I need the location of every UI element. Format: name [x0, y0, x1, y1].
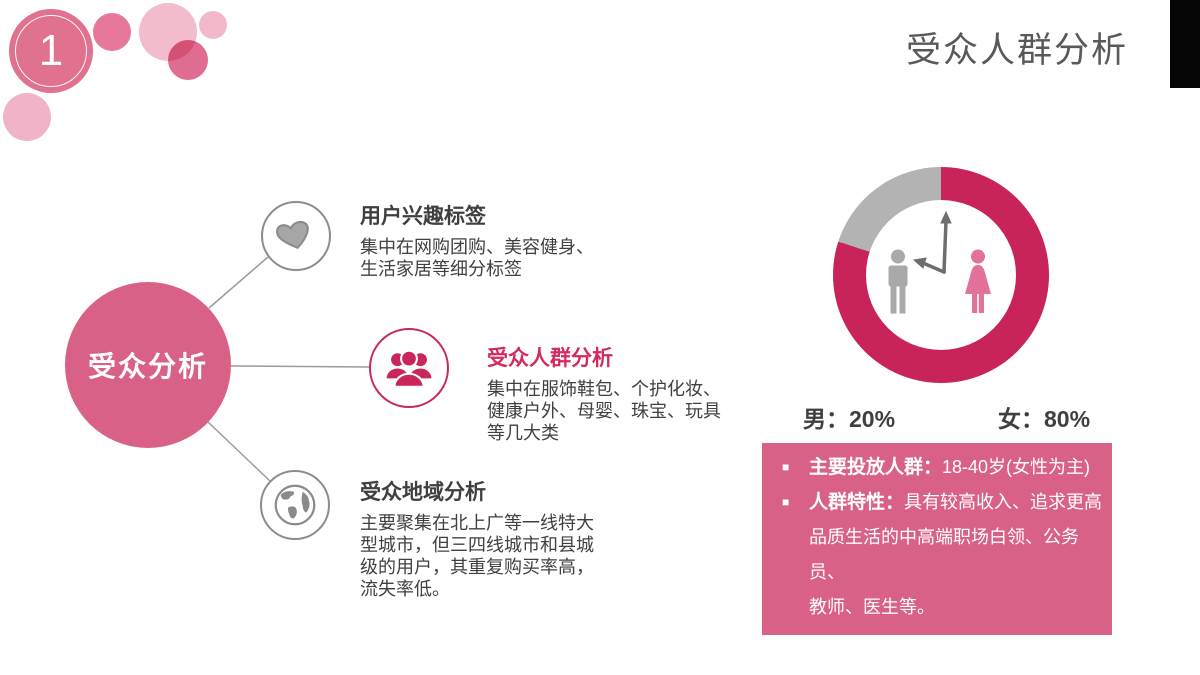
male-ratio-label: 男：20%: [803, 406, 896, 432]
audience-analysis-circle: 受众分析: [65, 282, 231, 448]
heart-icon: [276, 220, 309, 249]
info-label: 人群特性：: [809, 492, 905, 513]
female-ratio-label: 女：80%: [998, 406, 1091, 432]
bullet-square-icon: ■: [782, 460, 790, 474]
decor-bubble: [199, 11, 227, 39]
globe-icon: [274, 484, 316, 526]
region-node-desc: 主要聚集在北上广等一线特大 型城市，但三四线城市和县城 级的用户，其重复购买率高…: [360, 513, 594, 599]
decor-bubble: [93, 13, 131, 51]
list-item: ■ 人群特性：具有较高收入、追求更高 品质生活的中高端职场白领、公务员、 教师、…: [782, 485, 1102, 625]
male-figure-icon: [888, 249, 908, 314]
gender-donut: [833, 167, 1049, 383]
decor-bubble: [3, 93, 51, 141]
info-line: 主要投放人群：18-40岁(女性为主): [809, 450, 1102, 485]
audience-info-box: ■ 主要投放人群：18-40岁(女性为主) ■ 人群特性：具有较高收入、追求更高…: [762, 443, 1112, 635]
interest-node-desc: 集中在网购团购、美容健身、 生活家居等细分标签: [360, 237, 594, 279]
info-label: 主要投放人群：: [809, 457, 943, 478]
demographic-node-desc: 集中在服饰鞋包、个护化妆、 健康户外、母婴、珠宝、玩具 等几大类: [487, 379, 721, 443]
people-icon: [386, 349, 432, 388]
slide-number: 1: [38, 26, 64, 75]
slide-number-badge: 1: [9, 9, 93, 93]
bullet-square-icon: ■: [782, 495, 790, 509]
interest-node-title: 用户兴趣标签: [360, 205, 486, 228]
page-title: 受众人群分析: [905, 31, 1128, 70]
info-line: 人群特性：具有较高收入、追求更高 品质生活的中高端职场白领、公务员、 教师、医生…: [809, 485, 1102, 625]
region-node-circle: [260, 470, 330, 540]
interest-node-text: 用户兴趣标签 集中在网购团购、美容健身、 生活家居等细分标签: [360, 200, 665, 280]
female-figure-icon: [965, 249, 991, 313]
demographic-node-title: 受众人群分析: [487, 347, 613, 370]
audience-analysis-label: 受众分析: [87, 351, 208, 382]
clock-arrows-icon: [912, 210, 952, 274]
info-value: 具有较高收入、追求更高 品质生活的中高端职场白领、公务员、 教师、医生等。: [809, 492, 1103, 617]
demographic-node-circle: [369, 328, 449, 408]
list-item: ■ 主要投放人群：18-40岁(女性为主): [782, 450, 1102, 485]
region-node-text: 受众地域分析 主要聚集在北上广等一线特大 型城市，但三四线城市和县城 级的用户，…: [360, 476, 675, 600]
decor-bubble: [168, 40, 208, 80]
interest-node-circle: [261, 201, 331, 271]
corner-black-bar: [1170, 0, 1200, 88]
info-value: 18-40岁(女性为主): [942, 457, 1091, 477]
region-node-title: 受众地域分析: [360, 481, 486, 504]
demographic-node-text: 受众人群分析 集中在服饰鞋包、个护化妆、 健康户外、母婴、珠宝、玩具 等几大类: [487, 342, 787, 444]
